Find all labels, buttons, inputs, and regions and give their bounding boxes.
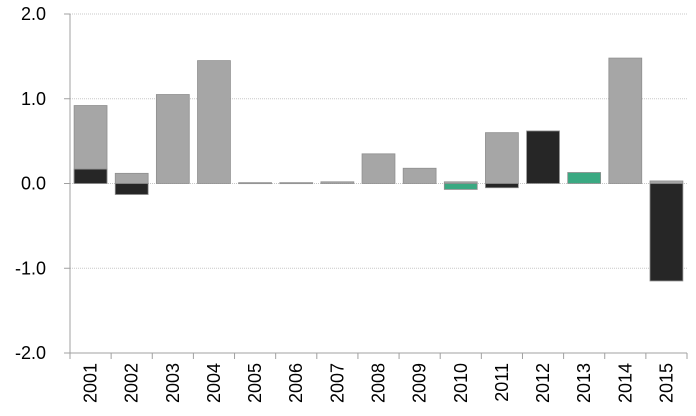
bar-2007-series-1 [320,181,355,184]
x-tick-label: 2013 [574,363,594,403]
x-tick-label: 2007 [327,363,347,403]
bar-2001-series-2 [73,168,108,184]
bar-2003-series-1 [155,94,190,184]
x-tick-label: 2011 [492,363,512,402]
bar-2011-series-2 [485,183,519,189]
bar-2008-series-1 [361,153,396,184]
bar-2002-series-1 [114,172,149,184]
axes [64,13,688,359]
bar-2011-series-1 [485,132,519,184]
x-tick-label: 2003 [163,363,183,403]
x-tick-label: 2008 [369,363,389,403]
x-tick-label: 2012 [533,363,553,403]
bar-2004-series-1 [197,60,231,184]
bar-2015-series-2 [649,183,684,282]
x-tick-label: 2010 [451,363,471,403]
bar-2014-series-1 [608,57,643,184]
bar-2009-series-1 [402,167,437,184]
y-tick-label: 2.0 [21,4,46,24]
y-tick-label: -2.0 [15,343,46,363]
bar-2013-series-3 [567,172,602,184]
bar-2006-series-1 [279,182,314,185]
bar-2002-series-2 [114,183,149,195]
bar-2010-series-3 [443,183,478,190]
x-tick-label: 2015 [656,363,676,403]
x-tick-label: 2009 [410,363,430,403]
x-tick-label: 2004 [204,363,224,403]
bar-2005-series-1 [238,182,272,185]
x-tick-label: 2005 [245,363,265,403]
x-tick-label: 2006 [286,363,306,403]
bar-2012-series-2 [526,130,560,184]
y-tick-label: -1.0 [15,258,46,278]
bars [73,57,684,282]
x-tick-label: 2002 [122,363,142,403]
tick-labels: 2.0 1.0 0.0 -1.0 -2.0 2001 2002 2003 2004 2005 200… [15,4,676,403]
x-tick-label: 2001 [81,363,101,403]
y-tick-label: 1.0 [21,89,46,109]
y-tick-label: 0.0 [21,174,46,194]
x-tick-label: 2014 [615,363,635,403]
